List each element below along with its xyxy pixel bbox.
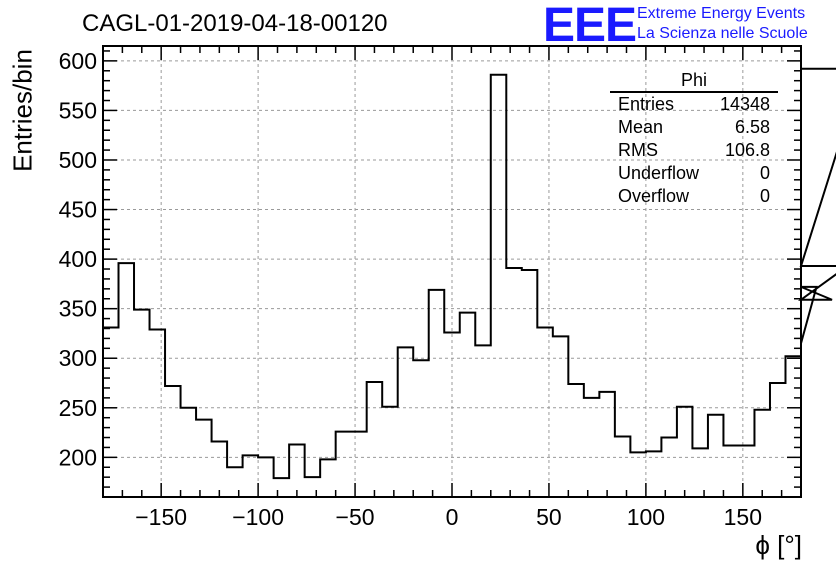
eee-logo: EEE <box>543 0 637 52</box>
stat-label: Underflow <box>618 163 700 183</box>
y-tick-label: 400 <box>59 246 97 272</box>
y-tick-label: 200 <box>59 444 97 470</box>
y-tick-label: 350 <box>59 296 97 322</box>
histogram-bin <box>646 451 662 497</box>
histogram-bin <box>475 345 491 497</box>
histogram-bin <box>630 452 646 497</box>
histogram-bin <box>134 310 150 497</box>
histogram-bin <box>506 268 522 497</box>
organization-line-2: La Scienza nelle Scuole <box>637 25 808 42</box>
y-tick-label: 300 <box>59 345 97 371</box>
histogram-bin <box>367 382 383 497</box>
stat-label: Entries <box>618 94 675 114</box>
histogram-bin <box>227 467 243 497</box>
histogram-bin <box>212 441 228 497</box>
histogram-bin <box>460 313 476 497</box>
histogram-bin <box>274 478 290 497</box>
histogram-bin <box>243 455 259 497</box>
histogram-bin <box>429 290 445 497</box>
histogram-bin <box>165 386 181 497</box>
stat-row-rms: RMS 106.8 <box>610 139 778 162</box>
histogram-bin <box>103 328 119 497</box>
stat-row-underflow: Underflow 0 <box>610 162 778 185</box>
x-tick-label: 0 <box>446 504 459 530</box>
stat-label: Overflow <box>618 186 690 206</box>
histogram-bin <box>382 407 398 497</box>
histogram-bin <box>553 336 569 497</box>
x-axis-label: ϕ [°] <box>755 530 802 560</box>
stat-value: 106.8 <box>724 140 770 160</box>
histogram-bin <box>320 459 336 497</box>
histogram-bin <box>661 438 677 497</box>
histogram-bin <box>289 444 305 497</box>
x-tick-label: 100 <box>627 504 665 530</box>
histogram-bin <box>491 75 507 497</box>
histogram-bin <box>677 407 693 497</box>
stat-value: 14348 <box>719 94 770 114</box>
histogram-bin <box>723 445 739 497</box>
histogram-bin <box>754 410 770 497</box>
histogram-bin <box>739 445 755 497</box>
histogram-bin <box>336 432 352 497</box>
statistics-box: Phi Entries 14348 Mean 6.58 RMS 106.8 Un… <box>610 70 778 208</box>
stat-row-entries: Entries 14348 <box>610 93 778 116</box>
histogram-bin <box>537 328 553 497</box>
x-tick-label: −150 <box>135 504 187 530</box>
histogram-bin <box>413 360 429 497</box>
histogram-bin <box>258 457 274 497</box>
stat-value: 0 <box>759 163 770 183</box>
stat-row-overflow: Overflow 0 <box>610 185 778 208</box>
organization-text: Extreme Energy Events La Scienza nelle S… <box>637 4 808 44</box>
stat-label: Mean <box>618 117 664 137</box>
y-tick-label: 600 <box>59 48 97 74</box>
stat-value: 0 <box>759 186 770 206</box>
histogram-bin <box>770 383 786 497</box>
histogram-bin <box>181 408 197 497</box>
histogram-bin <box>305 477 321 497</box>
y-tick-label: 550 <box>59 97 97 123</box>
histogram-bin <box>398 347 414 497</box>
histogram-bin <box>615 437 631 497</box>
histogram-line <box>102 67 836 497</box>
histogram-bin <box>522 270 538 497</box>
chart-title: CAGL-01-2019-04-18-00120 <box>82 10 388 37</box>
stat-row-mean: Mean 6.58 <box>610 116 778 139</box>
histogram-bin <box>351 432 367 497</box>
x-tick-label: −100 <box>232 504 284 530</box>
organization-line-1: Extreme Energy Events <box>637 5 806 22</box>
histogram-bin <box>196 420 212 497</box>
y-tick-label: 450 <box>59 197 97 223</box>
statistics-histogram-name: Phi <box>610 70 778 93</box>
x-tick-label: 50 <box>536 504 562 530</box>
stat-label: RMS <box>618 140 658 160</box>
histogram-bin <box>119 263 135 497</box>
y-tick-label: 250 <box>59 395 97 421</box>
histogram-bin <box>708 415 724 497</box>
histogram-bin <box>584 398 600 497</box>
y-tick-label: 500 <box>59 147 97 173</box>
histogram-bin <box>150 329 166 497</box>
stat-value: 6.58 <box>734 117 770 137</box>
y-axis-label: Entries/bin <box>7 49 38 172</box>
histogram-bin <box>692 448 708 497</box>
x-tick-label: −50 <box>336 504 375 530</box>
histogram-bin <box>568 384 584 497</box>
x-tick-label: 150 <box>724 504 762 530</box>
